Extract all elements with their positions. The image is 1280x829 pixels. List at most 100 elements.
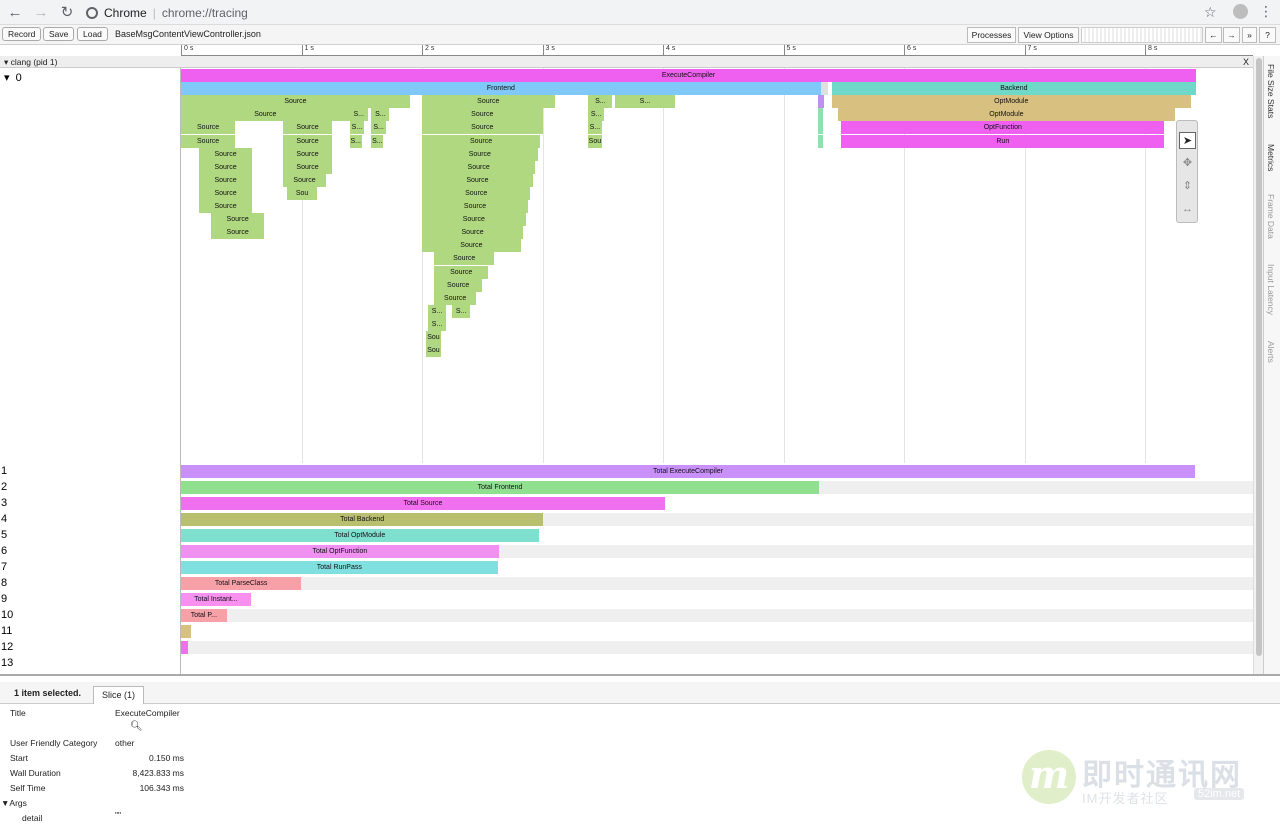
trace-slice[interactable]: S... bbox=[428, 304, 447, 318]
trace-slice[interactable]: S... bbox=[588, 95, 613, 109]
counter-bar[interactable]: Total Instant... bbox=[181, 593, 251, 606]
counter-track[interactable]: Total P... bbox=[181, 609, 1253, 622]
trace-slice[interactable]: Source bbox=[422, 226, 524, 240]
counter-bar[interactable]: Total ParseClass bbox=[181, 577, 302, 590]
trace-slice[interactable]: Source bbox=[199, 186, 253, 200]
profile-avatar-icon[interactable] bbox=[1233, 4, 1248, 19]
trace-slice[interactable]: S... bbox=[428, 317, 447, 331]
trace-slice[interactable]: Source bbox=[434, 291, 477, 305]
trace-slice[interactable]: S... bbox=[349, 121, 365, 135]
counter-track[interactable] bbox=[181, 657, 1253, 670]
save-button[interactable]: Save bbox=[43, 27, 75, 41]
trace-slice[interactable]: Source bbox=[199, 173, 253, 187]
close-process-icon[interactable]: X bbox=[1243, 57, 1250, 67]
counter-track[interactable]: Total Frontend bbox=[181, 481, 1253, 494]
trace-slice[interactable]: Source bbox=[422, 160, 536, 174]
trace-slice[interactable]: Source bbox=[181, 134, 236, 148]
trace-slice[interactable]: Source bbox=[181, 121, 236, 135]
trace-slice[interactable]: Source bbox=[422, 134, 541, 148]
trace-slice[interactable]: Source bbox=[283, 147, 332, 161]
trace-slice[interactable]: Source bbox=[422, 108, 543, 122]
trace-slice[interactable]: S... bbox=[371, 121, 386, 135]
tab-metrics[interactable]: Metrics bbox=[1266, 144, 1276, 172]
tab-slice[interactable]: Slice (1) bbox=[93, 686, 145, 704]
counter-track[interactable]: Total ParseClass bbox=[181, 577, 1253, 590]
trace-slice[interactable] bbox=[818, 121, 824, 135]
trace-slice[interactable]: Source bbox=[422, 239, 521, 253]
counter-track[interactable]: Total RunPass bbox=[181, 561, 1253, 574]
counter-track[interactable]: Total ExecuteCompiler bbox=[181, 465, 1253, 478]
back-arrow-icon[interactable]: ← bbox=[7, 3, 23, 21]
magnifier-icon[interactable]: 🔍︎ bbox=[130, 721, 143, 732]
counter-bar[interactable]: Total Frontend bbox=[181, 481, 819, 494]
trace-slice[interactable]: Source bbox=[199, 160, 253, 174]
timing-tool-icon[interactable]: ↔ bbox=[1182, 203, 1193, 215]
more-button[interactable]: » bbox=[1242, 27, 1257, 43]
trace-slice[interactable]: Source bbox=[422, 121, 543, 135]
trace-slice[interactable]: Source bbox=[283, 173, 326, 187]
trace-slice[interactable] bbox=[818, 108, 824, 122]
counter-bar[interactable] bbox=[181, 625, 191, 638]
trace-slice[interactable]: Source bbox=[211, 226, 265, 240]
trace-slice[interactable]: Source bbox=[211, 213, 265, 227]
time-ruler[interactable]: 0 s 1 s 2 s 3 s 4 s 5 s 6 s 7 s 8 s bbox=[181, 45, 1253, 56]
trace-slice[interactable]: Frontend bbox=[181, 82, 821, 96]
counter-bar[interactable]: Total P... bbox=[181, 609, 227, 622]
pan-tool-icon[interactable]: ✥ bbox=[1182, 157, 1193, 169]
kebab-menu-icon[interactable]: ⋮ bbox=[1259, 3, 1273, 19]
counter-bar[interactable] bbox=[181, 641, 189, 654]
trace-slice[interactable]: Source bbox=[422, 200, 529, 213]
trace-slice[interactable]: Source bbox=[422, 147, 538, 161]
trace-slice[interactable]: Source bbox=[199, 200, 253, 213]
bookmark-star-icon[interactable]: ☆ bbox=[1204, 4, 1217, 20]
trace-slice[interactable]: S... bbox=[452, 304, 471, 318]
trace-slice[interactable]: Source bbox=[283, 121, 332, 135]
zoom-tool-icon[interactable]: ⇕ bbox=[1182, 180, 1193, 192]
process-header[interactable]: ▾ clang (pid 1) X bbox=[0, 56, 1253, 68]
counter-bar[interactable]: Total Backend bbox=[181, 513, 544, 526]
counter-track[interactable]: Total OptFunction bbox=[181, 545, 1253, 558]
trace-slice[interactable]: S... bbox=[371, 108, 390, 122]
tab-file-size-stats[interactable]: File Size Stats bbox=[1266, 64, 1276, 119]
trace-slice[interactable]: Source bbox=[422, 186, 531, 200]
trace-slice[interactable]: Source bbox=[434, 265, 489, 279]
trace-slice[interactable]: Sou bbox=[425, 331, 442, 344]
next-match-button[interactable]: → bbox=[1223, 27, 1240, 43]
forward-arrow-icon[interactable]: → bbox=[33, 3, 49, 21]
trace-slice[interactable]: S... bbox=[588, 108, 604, 122]
trace-slice[interactable]: S... bbox=[588, 121, 602, 135]
trace-slice[interactable] bbox=[820, 82, 829, 96]
trace-slice[interactable]: Source bbox=[434, 252, 495, 266]
trace-slice[interactable]: S... bbox=[349, 108, 368, 122]
flame-chart[interactable]: ExecuteCompiler Frontend Backend Source Sour… bbox=[181, 68, 1253, 463]
thread-label[interactable]: ▾ 0 bbox=[4, 72, 22, 84]
view-options-button[interactable]: View Options bbox=[1018, 27, 1079, 43]
trace-slice[interactable]: S... bbox=[371, 134, 384, 148]
trace-slice[interactable]: Backend bbox=[831, 82, 1197, 96]
counter-track[interactable]: Total Source bbox=[181, 497, 1253, 510]
trace-slice[interactable]: Source bbox=[422, 173, 533, 187]
tab-input-latency[interactable]: Input Latency bbox=[1266, 264, 1276, 316]
trace-slice[interactable]: Source bbox=[283, 160, 332, 174]
trace-slice[interactable]: Source bbox=[199, 147, 253, 161]
trace-slice[interactable]: Sou bbox=[425, 344, 442, 358]
counter-bar[interactable]: Total Source bbox=[181, 497, 665, 510]
trace-slice[interactable]: Source bbox=[422, 95, 555, 109]
record-button[interactable]: Record bbox=[2, 27, 42, 41]
counter-track[interactable]: Total Backend bbox=[181, 513, 1253, 526]
reload-icon[interactable]: ↻ bbox=[60, 4, 74, 21]
vertical-scrollbar[interactable] bbox=[1253, 56, 1263, 674]
trace-slice[interactable]: Source bbox=[181, 95, 410, 109]
counter-bar[interactable]: Total OptFunction bbox=[181, 545, 499, 558]
tab-alerts[interactable]: Alerts bbox=[1266, 341, 1276, 363]
counter-track[interactable] bbox=[181, 641, 1253, 654]
selection-tool-icon[interactable]: ➤ bbox=[1179, 132, 1196, 149]
counter-track[interactable] bbox=[181, 625, 1253, 638]
load-button[interactable]: Load bbox=[77, 27, 108, 41]
counter-bar[interactable]: Total ExecuteCompiler bbox=[181, 465, 1195, 478]
trace-slice[interactable]: Source bbox=[434, 278, 483, 292]
trace-slice[interactable] bbox=[817, 95, 825, 109]
trace-slice[interactable]: OptModule bbox=[837, 108, 1176, 122]
search-input[interactable] bbox=[1081, 27, 1203, 43]
scrollbar-thumb[interactable] bbox=[1256, 58, 1262, 656]
